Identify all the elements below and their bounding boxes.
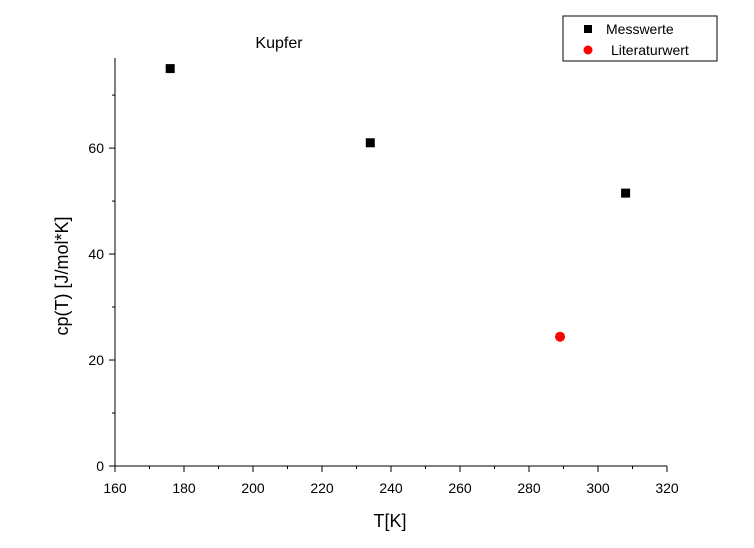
x-tick-label: 280 xyxy=(517,480,541,496)
x-axis-label: T[K] xyxy=(373,511,406,531)
x-ticks: 160 180 200 220 240 260 280 300 320 xyxy=(103,466,679,496)
legend-box xyxy=(562,15,718,62)
x-tick-label: 240 xyxy=(379,480,403,496)
x-tick-label: 260 xyxy=(448,480,472,496)
x-tick-label: 320 xyxy=(655,480,679,496)
x-tick-label: 200 xyxy=(241,480,265,496)
x-tick-label: 300 xyxy=(586,480,610,496)
x-tick-label: 220 xyxy=(310,480,334,496)
y-tick-label: 60 xyxy=(88,140,104,156)
data-point-circle xyxy=(555,331,566,342)
data-points xyxy=(165,64,631,342)
x-tick-label: 160 xyxy=(103,480,127,496)
legend-marker-square xyxy=(584,25,592,33)
legend-label: Messwerte xyxy=(606,21,674,37)
y-axis-label: cp(T) [J/mol*K] xyxy=(52,216,72,335)
y-ticks: 0 20 40 60 xyxy=(88,94,115,474)
data-point-square xyxy=(365,138,375,148)
y-tick-label: 0 xyxy=(96,458,104,474)
data-point-square xyxy=(165,64,175,74)
chart-title: Kupfer xyxy=(255,35,303,52)
axes: 160 180 200 220 240 260 280 300 320 0 20 40 60 xyxy=(88,58,679,496)
legend-label: Literaturwert xyxy=(611,42,689,58)
y-tick-label: 20 xyxy=(88,352,104,368)
y-tick-label: 40 xyxy=(88,246,104,262)
x-tick-label: 180 xyxy=(172,480,196,496)
legend: Messwerte Literaturwert xyxy=(562,15,718,62)
data-point-square xyxy=(621,188,631,198)
legend-marker-circle xyxy=(583,45,593,55)
